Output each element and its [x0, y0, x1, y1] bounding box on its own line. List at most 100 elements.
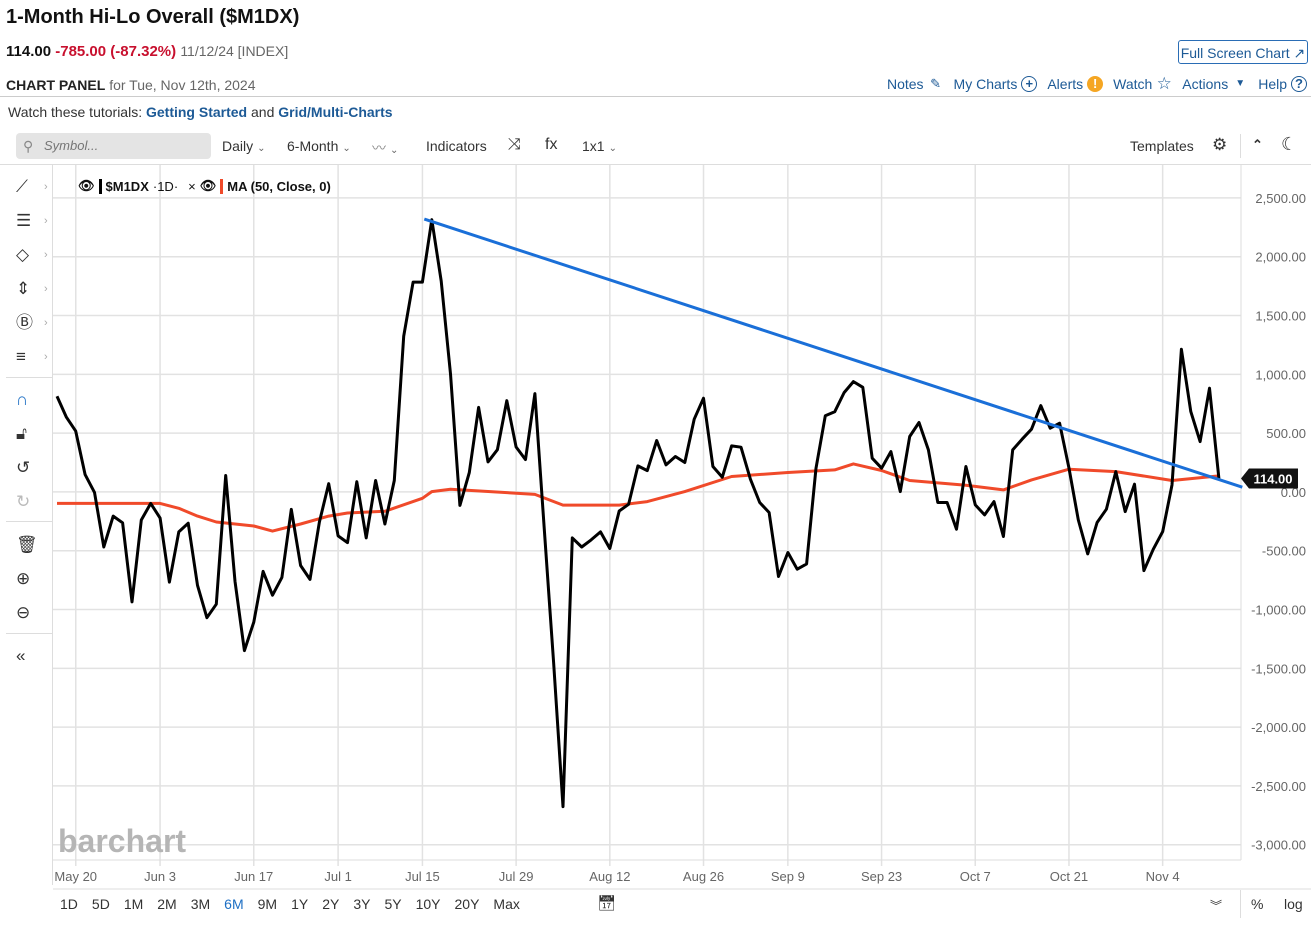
tutorials-bar: Watch these tutorials: Getting Started a…: [8, 104, 393, 120]
undo-icon[interactable]: ↺: [16, 458, 31, 477]
percent-toggle[interactable]: %: [1251, 896, 1264, 912]
alerts-link[interactable]: Alerts!: [1047, 76, 1104, 92]
symbol-input[interactable]: [42, 137, 206, 154]
buy-marker-tool-icon[interactable]: Ⓑ ›: [16, 313, 48, 332]
gear-icon[interactable]: ⚙: [1212, 135, 1228, 154]
tutorials-and: and: [251, 104, 275, 120]
chart-legend: 👁︎ $M1DX ·1D· × 👁︎ MA (50, Close, 0): [78, 178, 331, 194]
eye-icon[interactable]: 👁︎: [199, 178, 217, 193]
interval-label: Daily: [222, 138, 254, 154]
layout-dropdown[interactable]: 1x1 ⌄: [582, 138, 617, 154]
range-button-3m[interactable]: 3M: [190, 896, 211, 912]
chart-panel-heading: CHART PANEL for Tue, Nov 12th, 2024: [6, 77, 256, 93]
date-tag: 11/12/24 [INDEX]: [180, 43, 289, 59]
chevron-down-icon: ⌄: [257, 143, 266, 154]
zoom-in-icon[interactable]: ⊕: [16, 569, 31, 588]
measure-tool-icon[interactable]: ⇕ ›: [16, 279, 48, 298]
alerts-label: Alerts: [1047, 76, 1084, 92]
collapse-chevrons-icon[interactable]: ⌃: [1252, 137, 1263, 152]
y-tick-label: 1,000.00: [1255, 367, 1306, 382]
period-dropdown[interactable]: 6-Month ⌄: [287, 138, 351, 154]
y-tick-label: 2,000.00: [1255, 250, 1306, 265]
chevron-down-icon: ⌄: [342, 143, 351, 154]
notes-label: Notes: [886, 76, 924, 92]
watch-label: Watch: [1113, 76, 1153, 92]
calendar-icon[interactable]: 📅︎: [597, 895, 617, 912]
drawing-toolbar: ⟋ › ☰ › ◇ › ⇕ › Ⓑ › ≡ › ∩ 🔓︎ ↺ ↻ 🗑︎ ⊕ ⊖ «: [0, 165, 53, 885]
getting-started-link[interactable]: Getting Started: [145, 104, 248, 120]
range-button-max[interactable]: Max: [493, 896, 520, 912]
notes-link[interactable]: Notes ✎: [887, 76, 944, 92]
ma-line: [57, 462, 1220, 533]
price-line: [55, 218, 1221, 809]
last-price-label: 114.00: [1253, 472, 1292, 487]
indicators-button[interactable]: Indicators: [426, 138, 487, 154]
range-button-2y[interactable]: 2Y: [322, 896, 340, 912]
last-price: 114.00: [6, 43, 52, 60]
expand-chevrons-icon[interactable]: ︾: [1210, 899, 1223, 913]
unlock-icon[interactable]: 🔓︎: [16, 424, 28, 443]
collapse-toolbar-icon[interactable]: «: [16, 646, 26, 665]
price-change: -785.00 (-87.32%): [55, 43, 177, 60]
zoom-out-icon[interactable]: ⊖: [16, 603, 31, 622]
panel-label: CHART PANEL: [6, 77, 106, 93]
x-tick-label: Jul 1: [324, 869, 351, 884]
range-button-1m[interactable]: 1M: [123, 896, 144, 912]
full-screen-chart-button[interactable]: Full Screen Chart ↗: [1178, 40, 1308, 64]
search-icon: ⚲: [23, 138, 34, 154]
y-tick-label: -3,000.00: [1251, 838, 1306, 853]
lines-tool-icon[interactable]: ≡ ›: [16, 347, 48, 366]
range-button-1y[interactable]: 1Y: [291, 896, 309, 912]
star-icon: ☆: [1156, 74, 1172, 93]
tutorials-prefix: Watch these tutorials:: [8, 104, 143, 120]
series-color-swatch: [98, 178, 102, 194]
range-button-5y[interactable]: 5Y: [384, 896, 402, 912]
templates-button[interactable]: Templates: [1130, 138, 1194, 154]
legend-interval: ·1D·: [152, 178, 179, 194]
dark-mode-moon-icon[interactable]: ☾: [1281, 134, 1298, 154]
chart-type-dropdown[interactable]: 〰 ⌄: [372, 138, 398, 158]
actions-menu[interactable]: Actions ▼: [1182, 76, 1248, 92]
legend-symbol: $M1DX: [105, 178, 149, 194]
panel-links: Notes ✎ My Charts + Alerts! Watch ☆ Actions…: [887, 74, 1307, 93]
x-tick-label: Aug 26: [683, 869, 724, 884]
range-button-1d[interactable]: 1D: [60, 896, 78, 912]
interval-dropdown[interactable]: Daily ⌄: [222, 138, 266, 154]
separator: [6, 633, 52, 634]
range-button-9m[interactable]: 9M: [257, 896, 278, 912]
watch-link[interactable]: Watch ☆: [1113, 74, 1172, 93]
redo-icon[interactable]: ↻: [16, 492, 31, 511]
x-tick-label: May 20: [54, 869, 97, 884]
symbol-search[interactable]: ⚲: [16, 133, 211, 159]
toolbar-divider: [1240, 134, 1241, 158]
range-button-6m[interactable]: 6M: [224, 896, 244, 912]
close-icon[interactable]: ×: [188, 178, 196, 194]
my-charts-link[interactable]: My Charts +: [954, 76, 1038, 92]
eye-icon[interactable]: 👁︎: [78, 178, 95, 193]
magnet-icon[interactable]: ∩: [16, 390, 29, 409]
chevron-down-icon: ⌄: [390, 145, 399, 156]
log-toggle[interactable]: log: [1284, 896, 1303, 912]
shapes-tool-icon[interactable]: ◇ ›: [16, 245, 48, 264]
fx-button[interactable]: fx: [545, 136, 558, 153]
barchart-watermark: barchart: [58, 823, 186, 859]
help-link[interactable]: Help?: [1258, 76, 1307, 92]
last-price-marker: [1241, 468, 1298, 489]
fibonacci-tool-icon[interactable]: ☰ ›: [16, 211, 48, 230]
grid-multi-charts-link[interactable]: Grid/Multi-Charts: [278, 104, 393, 120]
range-button-5d[interactable]: 5D: [91, 896, 110, 912]
compare-shuffle-icon[interactable]: ⤨: [508, 136, 521, 153]
trendline-tool-icon[interactable]: ⟋ ›: [16, 177, 48, 196]
x-tick-label: Sep 23: [861, 869, 902, 884]
range-button-2m[interactable]: 2M: [157, 896, 177, 912]
trash-icon[interactable]: 🗑︎: [16, 535, 38, 554]
my-charts-label: My Charts: [953, 76, 1018, 92]
range-button-3y[interactable]: 3Y: [353, 896, 371, 912]
divider: [1240, 890, 1241, 918]
x-tick-label: Aug 12: [589, 869, 630, 884]
range-selector: 1D 5D 1M 2M 3M 6M 9M 1Y 2Y 3Y 5Y 10Y 20Y Max: [53, 896, 527, 912]
range-button-10y[interactable]: 10Y: [415, 896, 441, 912]
range-button-20y[interactable]: 20Y: [454, 896, 480, 912]
y-tick-label: -1,500.00: [1251, 661, 1306, 676]
